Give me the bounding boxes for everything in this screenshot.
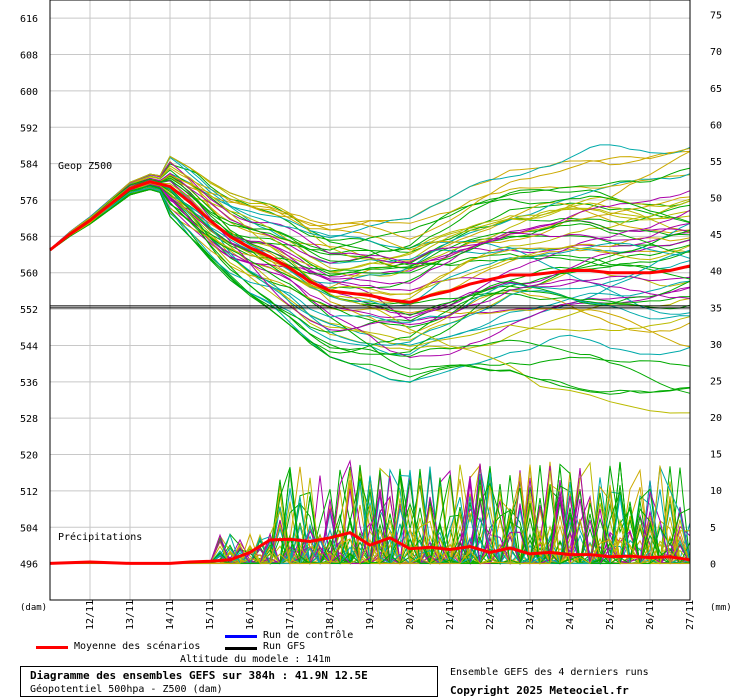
ensemble-member-line (49, 182, 691, 347)
ensemble-member-line (49, 187, 691, 323)
footer-title-box: Diagramme des ensembles GEFS sur 384h : … (20, 666, 438, 697)
panel-label-precip: Précipitations (58, 531, 142, 543)
ensemble-member-line (49, 188, 691, 394)
legend-swatch-gfs (225, 647, 257, 650)
legend-label-control: Run de contrôle (263, 630, 354, 641)
right-tick-label: 0 (710, 559, 716, 570)
mean-precip-line (49, 531, 691, 565)
x-tick-label: 15/11 (205, 600, 216, 630)
right-tick-label: 60 (710, 120, 722, 131)
right-tick-label: 25 (710, 376, 722, 387)
precipitation-ensemble-members (50, 459, 691, 566)
copyright: Copyright 2025 Meteociel.fr (450, 684, 629, 697)
right-tick-label: 30 (710, 340, 722, 351)
x-tick-label: 12/11 (85, 600, 96, 630)
chart-title: Diagramme des ensembles GEFS sur 384h : … (30, 669, 368, 682)
x-tick-label: 19/11 (365, 600, 376, 630)
left-tick-label: 544 (20, 341, 38, 352)
x-tick-label: 13/11 (125, 600, 136, 630)
left-tick-label: 536 (20, 378, 38, 389)
x-tick-label: 23/11 (525, 600, 536, 630)
right-tick-label: 10 (710, 486, 722, 497)
ensemble-member-line (49, 147, 691, 251)
ensemble-members (49, 144, 691, 414)
plot-frame (49, 0, 691, 601)
ensemble-note: Ensemble GEFS des 4 derniers runs (450, 667, 649, 678)
ensemble-member-line (49, 185, 691, 395)
left-tick-label: 600 (20, 87, 38, 98)
left-axis-unit: (dam) (20, 603, 47, 613)
right-axis-unit: (mm) (710, 603, 732, 613)
x-tick-label: 20/11 (405, 600, 416, 630)
model-altitude: Altitude du modele : 141m (180, 654, 331, 665)
right-tick-label: 35 (710, 303, 722, 314)
legend-label-mean: Moyenne des scénarios (74, 641, 201, 652)
left-tick-label: 560 (20, 269, 38, 280)
legend-swatch-mean (36, 646, 68, 649)
left-tick-label: 512 (20, 487, 38, 498)
ensemble-member-line (49, 185, 691, 383)
x-tick-label: 14/11 (165, 600, 176, 630)
mean-z500-line (49, 180, 691, 304)
right-tick-label: 55 (710, 157, 722, 168)
ensemble-member-line (49, 165, 690, 414)
x-tick-label: 16/11 (245, 600, 256, 630)
left-tick-label: 528 (20, 414, 38, 425)
chart-subtitle: Géopotentiel 500hpa - Z500 (dam) (30, 684, 223, 695)
x-tick-label: 17/11 (285, 600, 296, 630)
x-tick-label: 21/11 (445, 600, 456, 630)
right-tick-label: 5 (710, 523, 716, 534)
legend-swatch-control (225, 635, 257, 638)
right-tick-label: 70 (710, 47, 722, 58)
right-tick-label: 50 (710, 194, 722, 205)
left-tick-label: 568 (20, 232, 38, 243)
ensemble-member-line (49, 167, 691, 251)
x-tick-label: 25/11 (605, 600, 616, 630)
legend-label-gfs: Run GFS (263, 641, 306, 652)
ensemble-chart: 4965045125205285365445525605685765845926… (20, 0, 732, 630)
left-tick-label: 576 (20, 196, 38, 207)
x-tick-label: 24/11 (565, 600, 576, 630)
left-tick-label: 584 (20, 160, 38, 171)
left-tick-label: 504 (20, 523, 38, 534)
left-tick-label: 608 (20, 51, 38, 62)
mean-lines (49, 180, 691, 565)
x-tick-label: 26/11 (645, 600, 656, 630)
left-tick-label: 520 (20, 451, 38, 462)
x-tick-label: 22/11 (485, 600, 496, 630)
panel-label-z500: Geop Z500 (58, 161, 112, 172)
right-tick-label: 75 (710, 11, 722, 22)
right-tick-label: 45 (710, 230, 722, 241)
right-tick-label: 20 (710, 413, 722, 424)
x-tick-label: 18/11 (325, 600, 336, 630)
right-tick-label: 65 (710, 84, 722, 95)
right-tick-label: 40 (710, 267, 722, 278)
left-tick-label: 496 (20, 560, 38, 571)
right-tick-label: 15 (710, 450, 722, 461)
left-tick-label: 616 (20, 14, 38, 25)
ensemble-member-line (49, 184, 691, 328)
left-tick-label: 592 (20, 123, 38, 134)
left-tick-label: 552 (20, 305, 38, 316)
axes: 4965045125205285365445525605685765845926… (20, 0, 722, 630)
x-tick-label: 27/11 (685, 600, 696, 630)
